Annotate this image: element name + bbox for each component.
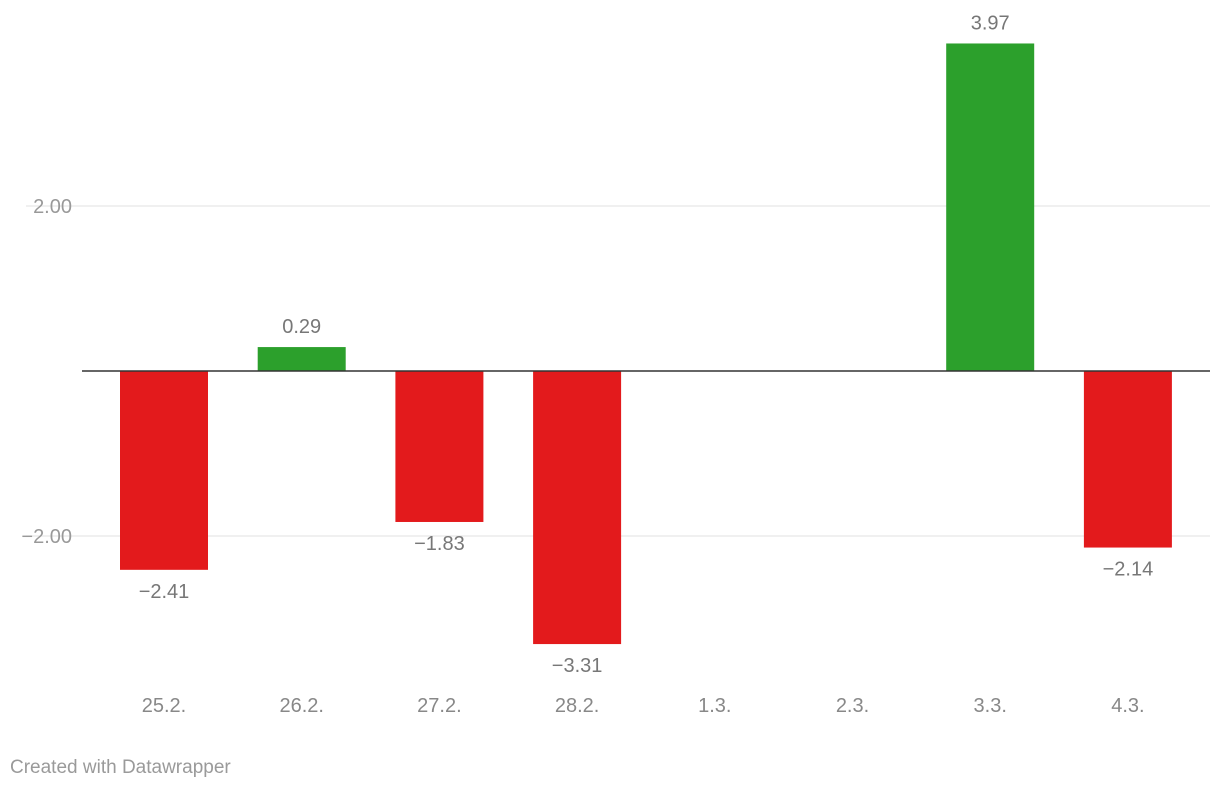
value-label: −2.41 bbox=[139, 581, 190, 603]
value-label: −1.83 bbox=[414, 533, 465, 555]
x-axis-category-labels: 25.2. 26.2. 27.2. 28.2. 1.3. 2.3. 3.3. 4.3. bbox=[142, 695, 1145, 717]
bar bbox=[257, 347, 346, 371]
bar bbox=[946, 43, 1035, 371]
bar bbox=[120, 371, 208, 570]
y-tick-label: 2.00 bbox=[33, 196, 72, 218]
x-category-label: 26.2. bbox=[279, 695, 323, 717]
bar-chart: 2.00 −2.00 −2.41 0.29 −1.83 −3.31 3.97 −2.14 2… bbox=[21, 12, 1210, 717]
value-label: 0.29 bbox=[282, 316, 321, 338]
y-tick-label: −2.00 bbox=[21, 526, 72, 548]
value-label: −2.14 bbox=[1103, 559, 1154, 581]
y-axis-tick-labels: 2.00 −2.00 bbox=[21, 196, 72, 548]
bars bbox=[120, 43, 1172, 645]
datawrapper-credit: Created with Datawrapper bbox=[10, 757, 231, 778]
x-category-label: 2.3. bbox=[836, 695, 869, 717]
x-category-label: 27.2. bbox=[417, 695, 461, 717]
x-category-label: 28.2. bbox=[555, 695, 599, 717]
value-label: −3.31 bbox=[552, 655, 603, 677]
x-category-label: 1.3. bbox=[698, 695, 731, 717]
bar bbox=[533, 371, 622, 645]
value-labels: −2.41 0.29 −1.83 −3.31 3.97 −2.14 bbox=[139, 12, 1154, 677]
bar bbox=[395, 371, 484, 522]
bar bbox=[1083, 371, 1172, 548]
x-category-label: 25.2. bbox=[142, 695, 186, 717]
x-category-label: 4.3. bbox=[1111, 695, 1144, 717]
x-category-label: 3.3. bbox=[974, 695, 1007, 717]
value-label: 3.97 bbox=[971, 12, 1010, 34]
